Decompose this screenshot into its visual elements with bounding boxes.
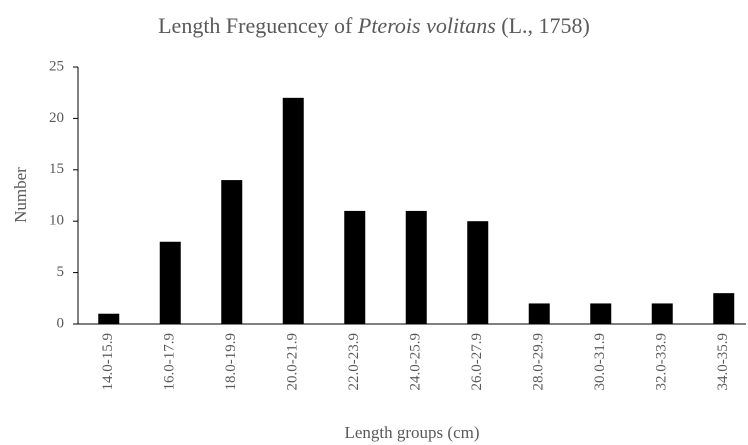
y-tick-label: 20 — [49, 110, 64, 126]
y-tick-label: 10 — [49, 213, 64, 229]
bar — [282, 97, 304, 324]
y-tick-label: 5 — [57, 264, 65, 280]
title-part: (L., 1758) — [496, 13, 590, 38]
bar — [221, 180, 243, 324]
y-tick-label: 25 — [49, 58, 64, 74]
x-tick-label: 34.0-35.9 — [715, 333, 731, 391]
bar — [405, 210, 427, 324]
y-axis-title: Number — [11, 167, 30, 223]
bar — [651, 303, 673, 324]
bar — [528, 303, 550, 324]
y-tick-label: 15 — [49, 161, 64, 177]
bar — [98, 313, 120, 324]
x-tick-label: 32.0-33.9 — [654, 333, 670, 391]
x-tick-label: 14.0-15.9 — [100, 333, 116, 391]
x-tick-label: 18.0-19.9 — [223, 333, 239, 391]
title-part: Pterois volitans — [357, 13, 496, 38]
x-tick-label: 20.0-21.9 — [285, 333, 301, 391]
x-tick-label: 30.0-31.9 — [592, 333, 608, 391]
bar — [344, 210, 366, 324]
y-tick-label: 0 — [57, 315, 65, 331]
chart-title: Length Freguencey of Pterois volitans (L… — [158, 13, 590, 38]
bar — [159, 241, 181, 324]
x-tick-label: 28.0-29.9 — [531, 333, 547, 391]
x-tick-label: 16.0-17.9 — [162, 333, 178, 391]
bar — [467, 221, 489, 324]
bar — [590, 303, 612, 324]
x-axis-title: Length groups (cm) — [344, 423, 479, 442]
x-tick-label: 24.0-25.9 — [408, 333, 424, 391]
x-tick-label: 22.0-23.9 — [346, 333, 362, 391]
x-tick-label: 26.0-27.9 — [469, 333, 485, 391]
title-part: Length Freguencey of — [158, 13, 358, 38]
bar — [713, 293, 735, 324]
